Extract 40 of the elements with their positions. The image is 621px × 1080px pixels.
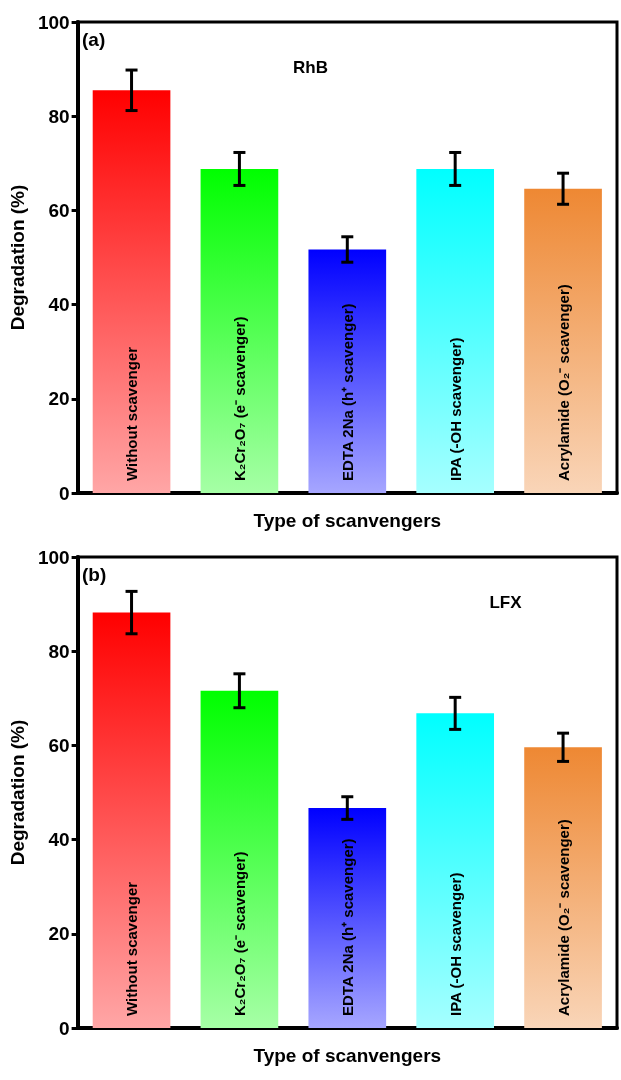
category-label: Acrylamide (O₂⁻ scavenger): [554, 284, 572, 481]
bar: [200, 690, 279, 1028]
y-tick-label: 40: [48, 294, 70, 316]
y-tick-label: 40: [48, 829, 70, 851]
category-label: Without scavenger: [123, 346, 141, 481]
category-label: K₂Cr₂O₇ (e⁻ scavenger): [230, 316, 248, 481]
bar: [416, 713, 495, 1028]
y-tick-label: 20: [48, 923, 70, 945]
text: RhB: [293, 58, 328, 77]
y-tick-label: 80: [48, 105, 70, 127]
bar: [308, 249, 387, 493]
x-axis-title: Type of scanvengers: [253, 1045, 442, 1066]
y-tick-label: 0: [59, 1017, 70, 1039]
category-label: IPA (-OH scavenger): [446, 337, 464, 481]
y-tick-label: 80: [48, 640, 70, 662]
y-tick-label: 60: [48, 734, 70, 756]
category-label: K₂Cr₂O₇ (e⁻ scavenger): [230, 851, 248, 1016]
y-axis-title: Degradation (%): [7, 184, 28, 331]
text: LFX: [489, 593, 523, 612]
category-label: Without scavenger: [123, 881, 141, 1016]
bar: [416, 168, 495, 493]
y-axis-title: Degradation (%): [7, 719, 28, 866]
category-label: EDTA 2Na (h⁺ scavenger): [338, 838, 356, 1016]
bar: [92, 90, 171, 493]
annotation: (b): [82, 564, 107, 585]
y-tick-label: 100: [37, 546, 70, 568]
bar: [524, 188, 602, 493]
y-tick-label: 100: [37, 11, 70, 33]
y-tick-label: 20: [48, 388, 70, 410]
bar: [524, 747, 602, 1028]
category-label: EDTA 2Na (h⁺ scavenger): [338, 303, 356, 481]
y-tick-label: 0: [59, 482, 70, 504]
category-label: IPA (-OH scavenger): [446, 872, 464, 1016]
bar: [200, 168, 279, 493]
bar: [92, 612, 171, 1028]
bar: [308, 808, 387, 1028]
category-label: Acrylamide (O₂⁻ scavenger): [554, 819, 572, 1016]
x-axis-title: Type of scanvengers: [253, 510, 442, 531]
y-tick-label: 60: [48, 199, 70, 221]
annotation: (a): [82, 29, 106, 50]
